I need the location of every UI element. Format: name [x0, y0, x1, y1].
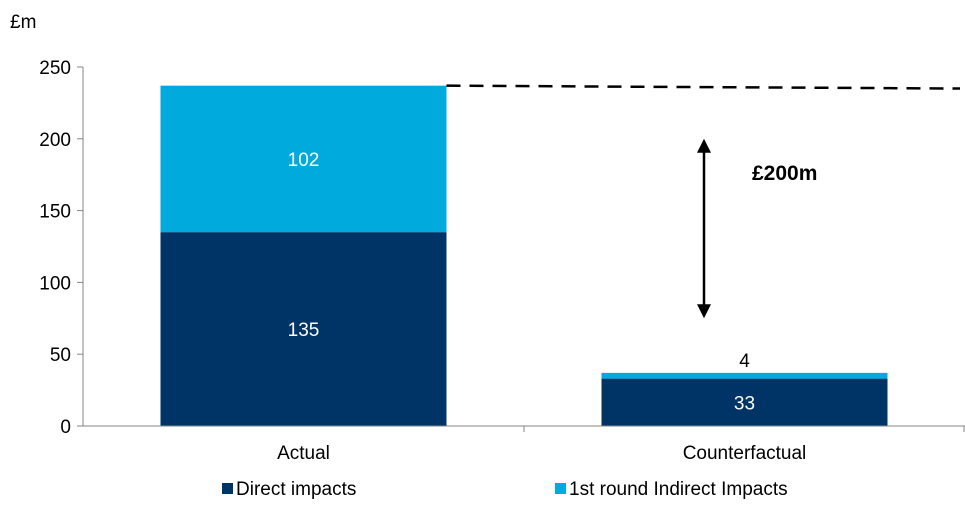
y-tick-label: 250: [39, 58, 71, 79]
x-category-label: Counterfactual: [683, 443, 807, 464]
bar-counterfactual-1st-round-indirect-impacts: [601, 372, 888, 379]
y-unit-label: £m: [10, 12, 36, 33]
bars: 135 102 33 4: [160, 85, 888, 426]
x-axis: Actual Counterfactual: [83, 425, 965, 464]
data-label: 4: [739, 351, 750, 372]
data-label: 33: [734, 393, 755, 414]
data-label: 135: [288, 320, 320, 341]
bar-counterfactual-direct-impacts: [601, 378, 888, 426]
legend-swatch: [555, 483, 566, 494]
x-category-label: Actual: [277, 443, 330, 464]
y-tick-label: 100: [39, 273, 71, 294]
gap-annotation: £200m: [446, 84, 961, 319]
arrow-head-up: [697, 138, 711, 153]
bar-actual-direct-impacts: [160, 232, 447, 426]
legend-label: Direct impacts: [236, 479, 356, 500]
y-axis: £m 0 50 100 150 200 250: [10, 12, 84, 438]
gap-annotation-label: £200m: [752, 162, 817, 185]
y-tick-label: 200: [39, 130, 71, 151]
legend-swatch: [222, 483, 233, 494]
reference-dashed-line: [446, 84, 961, 90]
y-tick-label: 50: [50, 345, 71, 366]
legend-label: 1st round Indirect Impacts: [569, 479, 788, 500]
bar-actual-1st-round-indirect-impacts: [160, 85, 447, 233]
legend: Direct impacts 1st round Indirect Impacts: [222, 479, 788, 500]
arrow-head-down: [697, 304, 711, 319]
y-tick-label: 0: [60, 417, 71, 438]
data-label: 102: [288, 150, 320, 171]
y-tick-label: 150: [39, 202, 71, 223]
